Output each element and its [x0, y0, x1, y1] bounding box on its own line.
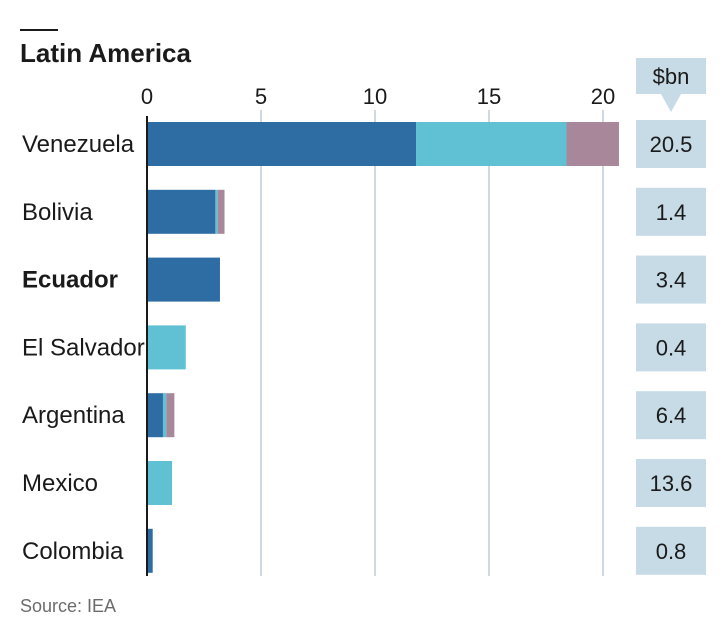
unit-label-box: [636, 58, 706, 112]
value-box-colombia: [636, 526, 706, 575]
bar-bolivia-segment-2: [215, 189, 218, 234]
source-note: Source: IEA: [20, 596, 116, 616]
gridlines: [260, 110, 604, 576]
bar-argentina-segment-3: [166, 393, 175, 438]
bar-colombia-segment-1: [147, 528, 153, 573]
bar-argentina-segment-2: [162, 393, 167, 438]
category-label-venezuela: Venezuela: [22, 131, 135, 158]
x-tick-label-15: 15: [477, 84, 501, 109]
value-label-venezuela: 20.5: [650, 132, 693, 157]
bar-mexico-segment-2: [147, 461, 173, 505]
bar-venezuela-segment-2: [416, 122, 567, 166]
bar-argentina-segment-1: [147, 393, 163, 438]
bar-venezuela-segment-1: [147, 122, 417, 166]
category-labels: Venezuela Bolivia Ecuador El Salvador Argent…: [22, 131, 145, 565]
x-tick-label-5: 5: [255, 84, 267, 109]
category-label-mexico: Mexico: [22, 470, 98, 497]
bar-ecuador-segment-1: [147, 257, 220, 302]
value-box-argentina: [636, 391, 706, 440]
value-label-bolivia: 1.4: [656, 200, 687, 225]
category-label-bolivia: Bolivia: [22, 199, 93, 226]
category-label-el-salvador: El Salvador: [22, 334, 145, 361]
value-label-el-salvador: 0.4: [656, 335, 687, 360]
value-box-el-salvador: [636, 323, 706, 372]
value-box-bolivia: [636, 187, 706, 236]
chart-title: Latin America: [20, 38, 192, 68]
value-label-argentina: 6.4: [656, 403, 687, 428]
value-label-colombia: 0.8: [656, 539, 687, 564]
category-label-colombia: Colombia: [22, 538, 124, 565]
bar-el-salvador-segment-2: [147, 325, 186, 370]
side-value-column: $bn 20.5 1.4 3.4 0.4 6.4 13.6 0.8: [636, 58, 706, 575]
unit-label: $bn: [653, 64, 690, 89]
x-tick-label-0: 0: [141, 84, 153, 109]
value-box-ecuador: [636, 255, 706, 304]
bars: [147, 122, 619, 573]
x-tick-label-20: 20: [591, 84, 615, 109]
bar-bolivia-segment-3: [217, 189, 225, 234]
value-label-ecuador: 3.4: [656, 268, 687, 293]
value-label-mexico: 13.6: [650, 471, 693, 496]
value-box-venezuela: [636, 120, 706, 168]
x-axis-ticks: 0 5 10 15 20: [141, 84, 615, 109]
value-box-mexico: [636, 459, 706, 507]
bar-bolivia-segment-1: [147, 189, 216, 234]
category-label-ecuador: Ecuador: [22, 267, 118, 294]
bar-venezuela-segment-3: [566, 122, 619, 166]
category-label-argentina: Argentina: [22, 402, 125, 429]
x-tick-label-10: 10: [363, 84, 387, 109]
